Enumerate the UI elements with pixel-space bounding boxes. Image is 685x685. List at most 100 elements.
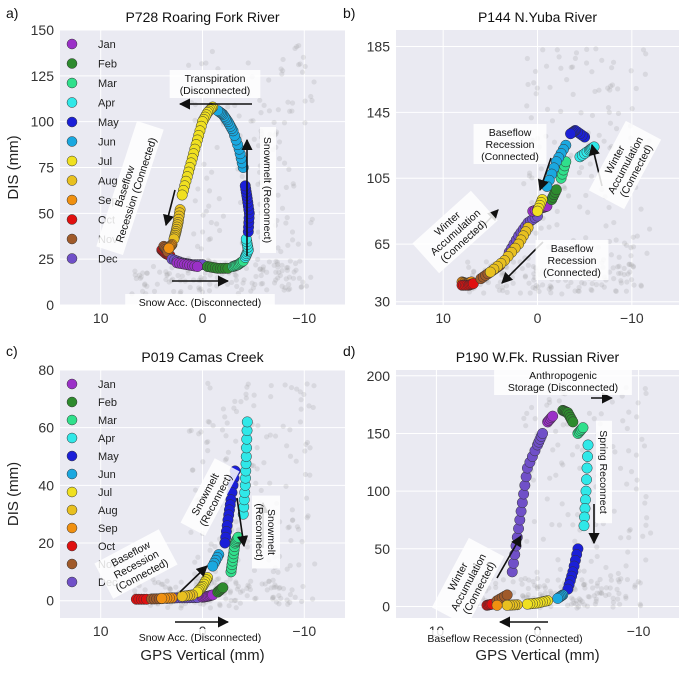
background-point xyxy=(644,515,650,521)
background-point xyxy=(608,577,614,583)
background-point xyxy=(303,495,310,501)
background-point xyxy=(254,445,260,451)
annotation: Snowmelt(Reconnect) xyxy=(252,495,280,569)
background-point xyxy=(261,460,267,466)
background-point xyxy=(526,280,532,286)
background-point xyxy=(583,235,589,241)
annotation-box xyxy=(252,495,280,569)
background-point xyxy=(527,290,533,296)
background-point xyxy=(254,466,260,472)
background-point xyxy=(296,562,302,568)
background-point xyxy=(302,471,309,478)
background-point xyxy=(285,99,291,105)
legend-label: Aug xyxy=(98,505,118,517)
background-point xyxy=(217,601,223,607)
background-point xyxy=(300,279,306,285)
background-point xyxy=(570,522,576,528)
data-point xyxy=(577,422,589,434)
background-point xyxy=(229,279,235,286)
background-point xyxy=(275,245,281,251)
background-point xyxy=(556,398,562,404)
series-jan xyxy=(197,589,219,603)
background-point xyxy=(175,272,181,279)
background-point xyxy=(227,576,233,582)
background-point xyxy=(572,587,578,593)
background-point xyxy=(525,592,531,598)
annotation-box xyxy=(125,294,275,310)
background-point xyxy=(304,381,310,387)
background-point xyxy=(582,581,588,587)
background-point xyxy=(583,192,589,199)
background-point xyxy=(259,581,265,587)
background-point xyxy=(465,259,471,265)
background-point xyxy=(252,596,258,602)
background-point xyxy=(203,60,209,66)
y-tick-label: 0 xyxy=(382,598,390,614)
legend-label: Jun xyxy=(98,137,116,149)
background-point xyxy=(523,594,530,600)
legend-marker xyxy=(66,97,78,108)
legend-label: Sep xyxy=(98,523,118,535)
data-point xyxy=(163,242,175,254)
background-point xyxy=(285,287,292,293)
background-point xyxy=(643,390,649,397)
background-point xyxy=(166,585,173,591)
y-tick-label: 20 xyxy=(38,535,54,551)
background-point xyxy=(275,275,281,281)
background-point xyxy=(152,580,158,586)
background-point xyxy=(206,203,212,209)
annotation-box xyxy=(125,629,275,645)
background-point xyxy=(510,259,517,265)
background-point xyxy=(594,590,600,596)
background-point xyxy=(270,594,277,600)
background-point xyxy=(540,536,546,542)
background-point xyxy=(617,601,623,607)
background-point xyxy=(186,428,192,434)
background-point xyxy=(275,569,281,575)
background-point xyxy=(271,119,277,126)
background-point xyxy=(610,604,616,610)
background-point xyxy=(536,288,542,295)
background-point xyxy=(231,405,237,411)
background-point xyxy=(639,436,645,442)
background-point xyxy=(528,115,534,121)
background-point xyxy=(289,587,295,593)
x-tick-label: 10 xyxy=(93,310,109,326)
y-axis-label: DIS (mm) xyxy=(5,462,22,526)
background-point xyxy=(589,69,595,75)
panel-4: 050100150200100−10d)P190 W.Fk. Russian R… xyxy=(343,343,679,664)
background-point xyxy=(591,416,597,422)
background-point xyxy=(615,264,621,270)
background-point xyxy=(520,593,526,599)
background-point xyxy=(526,577,532,583)
background-point xyxy=(530,477,537,483)
y-tick-label: 50 xyxy=(38,205,54,221)
background-point xyxy=(575,288,581,294)
background-point xyxy=(306,403,312,409)
annotation-text: Snowmelt xyxy=(265,509,277,555)
background-point xyxy=(632,582,638,588)
background-point xyxy=(211,579,217,585)
background-point xyxy=(302,120,308,126)
background-point xyxy=(144,270,150,276)
background-point xyxy=(643,522,649,528)
background-point xyxy=(618,270,624,276)
background-point xyxy=(608,573,614,579)
background-point xyxy=(303,441,309,448)
background-point xyxy=(594,583,600,589)
legend-label: Apr xyxy=(98,98,115,110)
legend-marker xyxy=(66,194,78,206)
background-point xyxy=(191,231,197,237)
annotation-text: Baseflow Recession (Connected) xyxy=(427,633,582,645)
background-point xyxy=(618,278,624,284)
background-point xyxy=(196,285,202,291)
background-point xyxy=(219,427,226,433)
background-point xyxy=(561,184,567,190)
background-point xyxy=(537,591,543,597)
panel-label: a) xyxy=(6,5,18,21)
background-point xyxy=(630,234,636,240)
background-point xyxy=(286,281,292,288)
background-point xyxy=(311,79,317,85)
background-point xyxy=(283,265,290,271)
